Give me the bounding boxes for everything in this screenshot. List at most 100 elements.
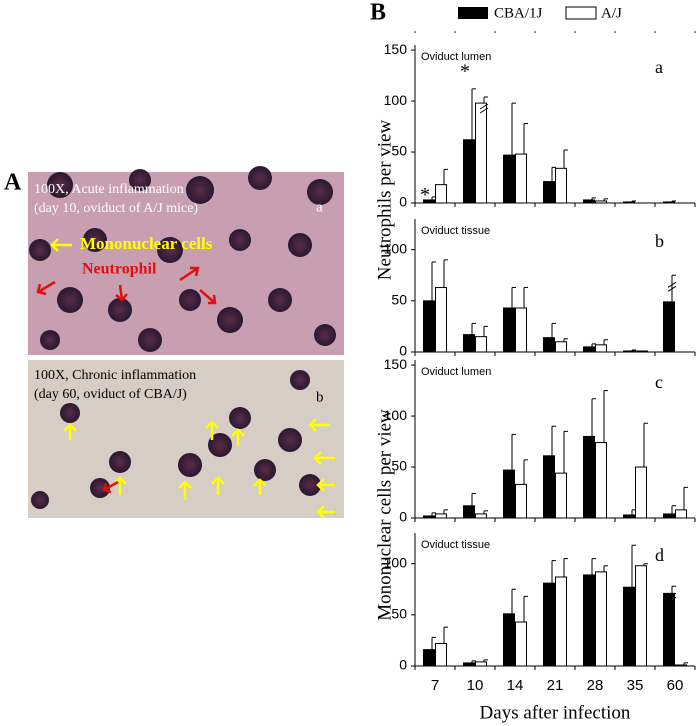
- bar: [595, 200, 607, 204]
- panel-letter: b: [316, 389, 324, 405]
- y-tick-label: 50: [391, 143, 407, 159]
- error-bar: [563, 149, 568, 169]
- error-bar: [563, 338, 568, 342]
- error-bar: [523, 595, 528, 623]
- micrograph-bottom: 100X, Chronic inflammation (day 60, ovid…: [28, 360, 344, 519]
- bar: [423, 199, 435, 204]
- bar: [515, 621, 527, 667]
- error-bar: [471, 660, 476, 663]
- y-axis-title: Mononuclear cells per view: [374, 409, 395, 621]
- bar: [435, 513, 447, 519]
- bar: [475, 513, 487, 519]
- caption: 100X, Chronic inflammation: [34, 368, 196, 383]
- error-bar: [511, 102, 516, 156]
- y-tick-label: 0: [399, 194, 407, 210]
- error-bar: [603, 390, 608, 443]
- x-tick-label: 7: [431, 677, 439, 694]
- y-tick-label: 100: [384, 554, 408, 570]
- error-bar: [643, 422, 648, 468]
- bar: [463, 334, 475, 353]
- axis-break: [479, 103, 489, 114]
- bar: [435, 287, 447, 353]
- subtitle: Oviduct lumen: [421, 51, 491, 63]
- error-bar: [431, 636, 436, 650]
- bar: [555, 167, 567, 204]
- error-bar: [591, 343, 596, 347]
- bar: [663, 201, 675, 204]
- error-bar: [511, 433, 516, 471]
- guide-dot: [614, 31, 616, 33]
- error-bar: [523, 459, 528, 485]
- bar: [623, 350, 635, 353]
- y-tick-label: 50: [391, 458, 407, 474]
- panel-letter: c: [655, 372, 663, 392]
- error-bar: [683, 662, 688, 665]
- x-tick-label: 10: [467, 677, 484, 694]
- bar: [475, 661, 487, 667]
- bar: [663, 513, 675, 519]
- y-tick-label: 50: [391, 606, 407, 622]
- error-bar: [483, 325, 488, 337]
- bar: [515, 483, 527, 519]
- error-bar: [443, 626, 448, 644]
- error-bar: [471, 322, 476, 335]
- legend-label: CBA/1J: [494, 5, 543, 21]
- bar: [595, 344, 607, 353]
- bar: [435, 184, 447, 204]
- bar: [463, 662, 475, 667]
- y-tick-label: 100: [384, 240, 408, 256]
- bar: [663, 592, 675, 667]
- guide-dot: [654, 31, 656, 33]
- annotation: *: [460, 60, 470, 82]
- cell-label: Mononuclear cells: [80, 234, 213, 253]
- error-bar: [631, 200, 636, 202]
- bar: [555, 576, 567, 667]
- bar: [475, 102, 487, 204]
- error-bar: [671, 505, 676, 514]
- bar: [463, 505, 475, 519]
- error-bar: [443, 259, 448, 288]
- guide-dot: [414, 31, 416, 33]
- error-bar: [603, 198, 608, 201]
- bar: [635, 565, 647, 667]
- bar: [475, 336, 487, 353]
- bar: [555, 472, 567, 519]
- bar: [595, 571, 607, 667]
- error-bar: [551, 425, 556, 456]
- error-bar: [631, 544, 636, 588]
- bar: [675, 664, 687, 667]
- error-bar: [483, 659, 488, 662]
- bar: [583, 574, 595, 667]
- y-axis-title: Neutrophils per view: [374, 120, 395, 281]
- bar: [435, 642, 447, 667]
- error-bar: [443, 509, 448, 514]
- error-bar: [551, 322, 556, 338]
- panel-letter: a: [655, 57, 663, 77]
- x-axis-title: Days after infection: [480, 702, 631, 723]
- error-bar: [591, 558, 596, 575]
- bar: [635, 350, 647, 353]
- error-bar: [683, 486, 688, 510]
- error-bar: [591, 398, 596, 437]
- error-bar: [563, 558, 568, 577]
- x-tick-label: 28: [587, 677, 604, 694]
- bar: [503, 154, 515, 204]
- y-tick-label: 100: [384, 92, 408, 108]
- micrograph-bg: [28, 172, 344, 355]
- bar: [623, 586, 635, 667]
- y-tick-label: 0: [399, 657, 407, 673]
- error-bar: [443, 168, 448, 185]
- bar: [675, 509, 687, 519]
- micrograph-top: 100X, Acute inflammation (day 10, oviduc…: [28, 166, 344, 355]
- error-bar: [551, 560, 556, 584]
- bar: [463, 139, 475, 204]
- bar: [503, 307, 515, 353]
- error-bar: [483, 96, 488, 104]
- caption: (day 10, oviduct of A/J mice): [34, 201, 198, 216]
- error-bar: [643, 563, 648, 566]
- error-bar: [431, 512, 436, 516]
- panel-letter: d: [655, 545, 664, 565]
- caption: (day 60, oviduct of CBA/J): [34, 387, 187, 402]
- bar: [543, 337, 555, 353]
- x-tick-label: 60: [667, 677, 684, 694]
